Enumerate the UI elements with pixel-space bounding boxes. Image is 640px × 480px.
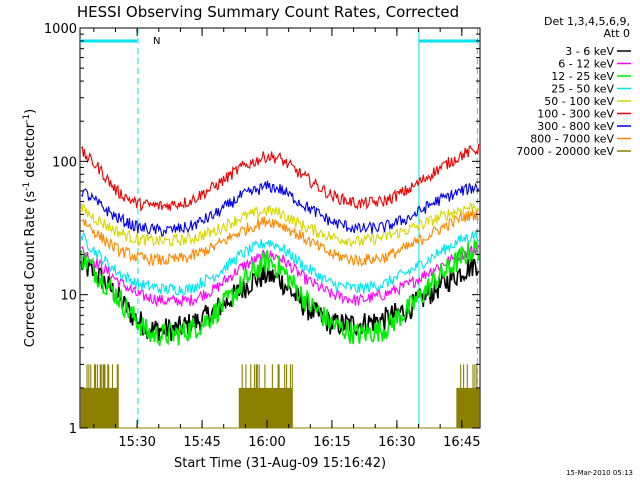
legend-header-line2: Att 0: [604, 27, 630, 40]
legend-label-8: 7000 - 20000 keV: [516, 145, 614, 158]
series-line-6: [80, 180, 480, 237]
night-indicator-layer: [80, 28, 480, 428]
chart-title: HESSI Observing Summary Count Rates, Cor…: [77, 3, 459, 21]
legend-header-line1: Det 1,3,4,5,6,9,: [544, 15, 630, 28]
x-tick-label-5: 16:45: [443, 435, 480, 450]
y-tick-label-2: 100: [52, 155, 77, 170]
series-line-4: [80, 201, 480, 249]
series-line-1: [81, 244, 480, 308]
x-tick-label-4: 16:30: [378, 435, 415, 450]
legend-label-7: 800 - 7000 keV: [530, 133, 614, 146]
legend-label-4: 50 - 100 keV: [544, 95, 614, 108]
legend-item-8: 7000 - 20000 keV: [516, 145, 631, 158]
x-tick-label-1: 15:45: [183, 435, 220, 450]
legend-label-5: 100 - 300 keV: [537, 108, 614, 121]
legend-item-1: 6 - 12 keV: [558, 58, 631, 71]
legend-item-6: 300 - 800 keV: [537, 120, 631, 133]
plot-frame: [79, 27, 481, 429]
legend-item-7: 800 - 7000 keV: [530, 133, 631, 146]
x-tick-label-3: 16:15: [313, 435, 350, 450]
plot-area: 15:30 15:45 16:00 16:15 16:30 16:45 1 10 100 1000…: [44, 22, 481, 450]
legend-item-2: 12 - 25 keV: [551, 70, 631, 83]
tick-layer: 15:30 15:45 16:00 16:15 16:30 16:45 1 10 100 1000: [44, 22, 481, 450]
legend-label-1: 6 - 12 keV: [558, 58, 614, 71]
y-tick-label-1: 10: [60, 289, 77, 304]
series-line-3: [80, 230, 480, 296]
series-line-5: [80, 144, 480, 212]
x-tick-label-0: 15:30: [118, 435, 155, 450]
legend-item-0: 3 - 6 keV: [565, 45, 631, 58]
series-line-2: [80, 239, 480, 347]
legend-item-5: 100 - 300 keV: [537, 108, 631, 121]
legend-item-4: 50 - 100 keV: [544, 95, 631, 108]
x-tick-label-2: 16:00: [248, 435, 285, 450]
y-tick-label-0: 1: [69, 422, 77, 437]
legend-item-3: 25 - 50 keV: [551, 83, 631, 96]
legend-label-0: 3 - 6 keV: [565, 45, 614, 58]
x-axis-label: Start Time (31-Aug-09 15:16:42): [174, 456, 386, 471]
legend-label-6: 300 - 800 keV: [537, 120, 614, 133]
y-tick-label-3: 1000: [44, 22, 77, 37]
series-line-7: [81, 209, 480, 268]
generation-timestamp: 15-Mar-2010 05:13: [566, 469, 633, 477]
legend-label-2: 12 - 25 keV: [551, 70, 614, 83]
night-annotation-label: N: [153, 36, 160, 47]
y-axis-label: Corrected Count Rate (s-1 detector-1): [22, 109, 38, 347]
legend-label-3: 25 - 50 keV: [551, 83, 614, 96]
